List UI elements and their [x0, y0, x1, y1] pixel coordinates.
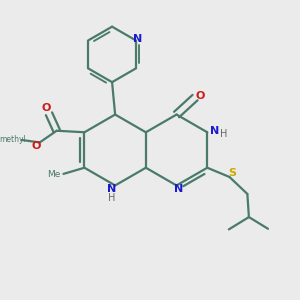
Text: Me: Me	[47, 170, 61, 179]
Text: H: H	[220, 129, 227, 139]
Text: N: N	[174, 184, 184, 194]
Text: methyl: methyl	[0, 135, 26, 144]
Text: N: N	[133, 34, 142, 44]
Text: O: O	[32, 140, 41, 151]
Text: N: N	[210, 126, 220, 136]
Text: O: O	[196, 91, 205, 101]
Text: S: S	[229, 168, 237, 178]
Text: N: N	[107, 184, 117, 194]
Text: H: H	[108, 193, 116, 203]
Text: O: O	[41, 103, 51, 113]
